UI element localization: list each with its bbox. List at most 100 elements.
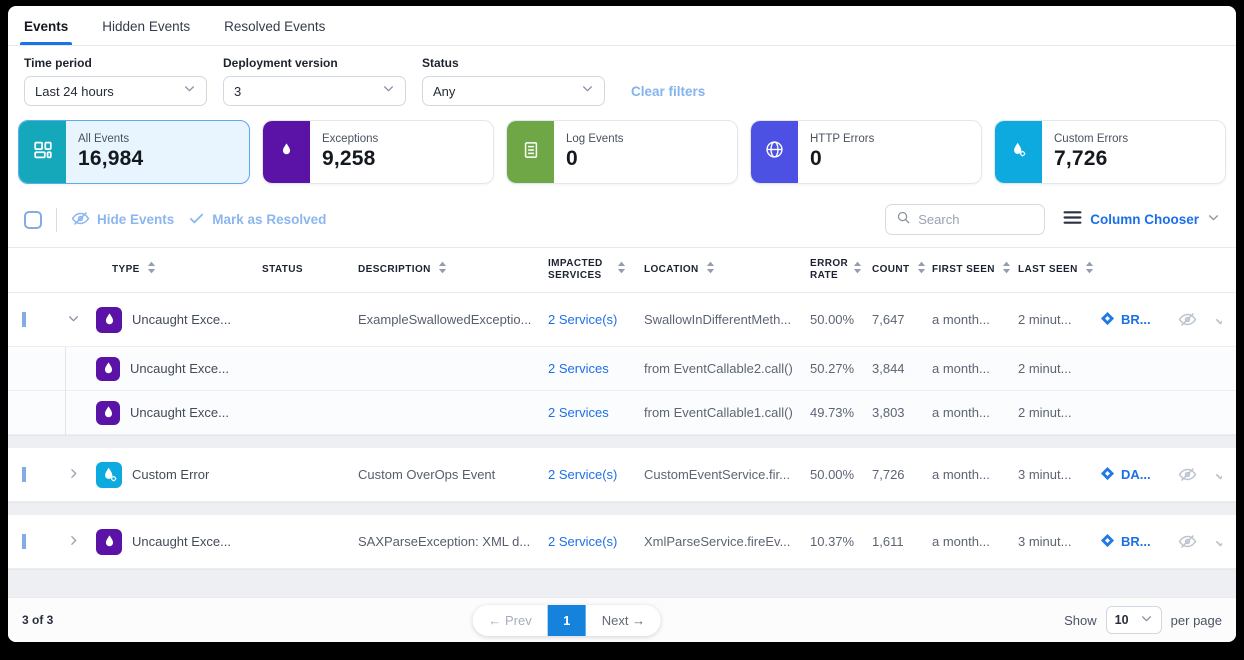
deployment-version-filter: Deployment version 3 — [223, 56, 406, 106]
cell-count: 3,803 — [872, 405, 905, 420]
header-count[interactable]: COUNT — [872, 261, 930, 279]
card-exceptions[interactable]: Exceptions 9,258 — [262, 120, 494, 184]
table-row[interactable]: Uncaught Exce... ExampleSwallowedExcepti… — [8, 293, 1236, 347]
page-size-select[interactable]: 10 — [1105, 606, 1162, 634]
clear-filters-button[interactable]: Clear filters — [631, 84, 706, 99]
hide-row-icon[interactable] — [1178, 532, 1197, 551]
cell-last-seen: 2 minut... — [1018, 312, 1072, 327]
header-description[interactable]: DESCRIPTION — [358, 261, 546, 279]
ticket-link[interactable]: DA... — [1121, 467, 1151, 482]
header-location[interactable]: LOCATION — [644, 261, 808, 279]
event-type-icon — [96, 400, 120, 425]
sort-icon[interactable] — [617, 261, 626, 279]
tab-hidden-events[interactable]: Hidden Events — [102, 19, 191, 34]
deployment-version-label: Deployment version — [223, 56, 338, 70]
table-header: TYPE STATUS DESCRIPTION IMPACTED SERVICE… — [8, 247, 1236, 293]
sort-icon[interactable] — [438, 261, 447, 279]
cell-error-rate: 49.73% — [810, 405, 855, 420]
card-value: 0 — [810, 147, 822, 170]
row-checkbox[interactable] — [22, 467, 26, 482]
cell-first-seen: a month... — [932, 467, 990, 482]
ticket-link[interactable]: BR... — [1121, 312, 1151, 327]
deployment-version-select[interactable]: 3 — [223, 76, 406, 106]
page-size-control: Show 10 per page — [1064, 606, 1222, 634]
table-subrow[interactable]: Uncaught Exce... 2 Services from EventCa… — [8, 347, 1236, 391]
chevron-down-icon[interactable] — [58, 312, 88, 328]
table-row[interactable]: Uncaught Exce... SAXParseException: XML … — [8, 515, 1236, 569]
event-type-label: Uncaught Exce... — [132, 312, 231, 327]
header-status: STATUS — [262, 263, 303, 275]
services-link[interactable]: 2 Service(s) — [548, 312, 618, 327]
sort-icon[interactable] — [1002, 261, 1011, 279]
card-http-errors[interactable]: HTTP Errors 0 — [750, 120, 982, 184]
time-period-select[interactable]: Last 24 hours — [24, 76, 207, 106]
row-group-separator — [8, 502, 1236, 515]
ticket-link[interactable]: BR... — [1121, 534, 1151, 549]
header-type[interactable]: TYPE — [90, 261, 242, 279]
chevron-down-icon — [382, 82, 395, 100]
hide-row-icon[interactable] — [1178, 465, 1197, 484]
page-number-button[interactable]: 1 — [547, 604, 586, 636]
resolve-row-icon[interactable] — [1214, 533, 1222, 550]
card-all-events[interactable]: All Events 16,984 — [18, 120, 250, 184]
tab-events[interactable]: Events — [19, 19, 73, 45]
cell-count: 7,647 — [872, 312, 905, 327]
header-first-seen[interactable]: FIRST SEEN — [932, 261, 1016, 279]
expanded-subrows: Uncaught Exce... 2 Services from EventCa… — [8, 347, 1236, 435]
mark-resolved-button[interactable]: Mark as Resolved — [188, 210, 326, 230]
cell-error-rate: 50.00% — [810, 312, 855, 327]
prev-page-button[interactable]: ← Prev — [488, 612, 532, 628]
select-all-checkbox[interactable] — [24, 210, 42, 229]
search-input[interactable] — [918, 212, 1035, 227]
time-period-value: Last 24 hours — [35, 83, 114, 99]
chevron-right-icon[interactable] — [58, 534, 88, 550]
sort-icon[interactable] — [917, 261, 926, 279]
next-page-button[interactable]: Next → — [601, 612, 646, 628]
resolve-row-icon[interactable] — [1214, 311, 1222, 328]
sort-icon[interactable] — [706, 261, 715, 279]
card-custom-errors[interactable]: Custom Errors 7,726 — [994, 120, 1226, 184]
chevron-right-icon[interactable] — [58, 467, 88, 483]
card-value: 9,258 — [322, 147, 376, 170]
card-log-events[interactable]: Log Events 0 — [506, 120, 738, 184]
tab-resolved-events[interactable]: Resolved Events — [224, 19, 326, 34]
row-checkbox[interactable] — [22, 312, 26, 327]
per-page-label: per page — [1170, 612, 1222, 628]
sort-icon[interactable] — [853, 261, 862, 279]
jira-diamond-icon — [1100, 466, 1115, 484]
header-impacted-services[interactable]: IMPACTED SERVICES — [548, 258, 642, 283]
sort-icon[interactable] — [147, 261, 156, 279]
row-checkbox[interactable] — [22, 534, 26, 549]
time-period-filter: Time period Last 24 hours — [24, 56, 207, 106]
table-subrow[interactable]: Uncaught Exce... 2 Services from EventCa… — [8, 391, 1236, 435]
table-row[interactable]: Custom Error Custom OverOps Event 2 Serv… — [8, 448, 1236, 502]
header-last-seen[interactable]: LAST SEEN — [1018, 261, 1098, 279]
cell-location: SwallowInDifferentMeth... — [644, 312, 792, 327]
services-link[interactable]: 2 Services — [548, 361, 609, 376]
filter-bar: Time period Last 24 hours Deployment ver… — [8, 46, 1236, 118]
hide-row-icon[interactable] — [1178, 310, 1197, 329]
hide-events-button[interactable]: Hide Events — [71, 209, 174, 231]
column-chooser-label: Column Chooser — [1090, 212, 1199, 227]
event-type-icon — [96, 356, 120, 381]
header-error-rate[interactable]: ERROR RATE — [810, 258, 870, 283]
document-icon — [507, 121, 554, 183]
resolve-row-icon[interactable] — [1214, 466, 1222, 483]
status-select[interactable]: Any — [422, 76, 605, 106]
services-link[interactable]: 2 Service(s) — [548, 534, 618, 549]
column-chooser-button[interactable]: Column Chooser — [1063, 210, 1220, 230]
sort-icon[interactable] — [1085, 261, 1094, 279]
services-link[interactable]: 2 Services — [548, 405, 609, 420]
cell-error-rate: 50.00% — [810, 467, 855, 482]
flame-icon — [263, 121, 310, 183]
cell-error-rate: 10.37% — [810, 534, 855, 549]
jira-diamond-icon — [1100, 311, 1115, 329]
services-link[interactable]: 2 Service(s) — [548, 467, 618, 482]
cell-location: CustomEventService.fir... — [644, 467, 790, 482]
card-label: Exceptions — [322, 133, 379, 145]
cell-location: from EventCallable2.call() — [644, 361, 793, 376]
cell-location: XmlParseService.fireEv... — [644, 534, 791, 549]
tab-bar: Events Hidden Events Resolved Events — [8, 6, 1236, 46]
event-type-label: Uncaught Exce... — [130, 361, 229, 376]
cell-error-rate: 50.27% — [810, 361, 855, 376]
